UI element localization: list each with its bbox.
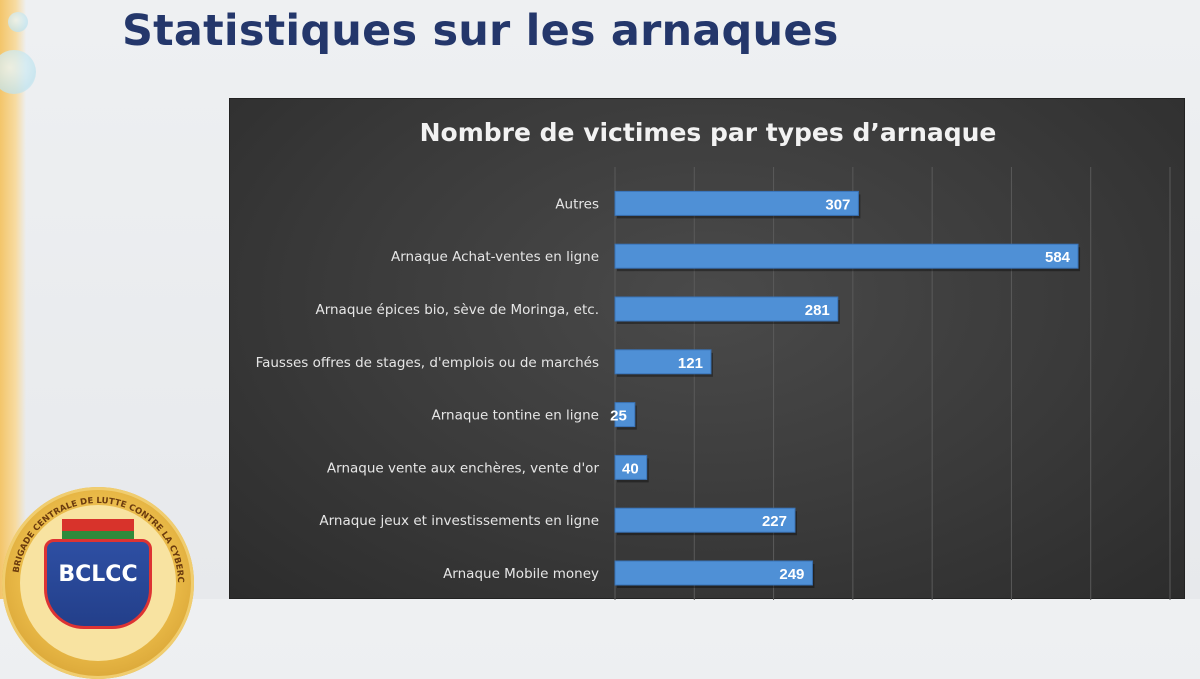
bar [614,560,813,586]
bclcc-logo: BRIGADE CENTRALE DE LUTTE CONTRE LA CYBE… [2,487,194,679]
bar [614,507,796,533]
left-decor-strip [0,0,26,599]
value-label: 25 [610,408,627,425]
value-label: 121 [678,355,703,372]
page-title: Statistiques sur les arnaques [122,6,839,56]
category-label: Arnaque épices bio, sève de Moringa, etc… [315,302,599,318]
value-label: 227 [762,513,787,530]
logo-flag-red-stripe [62,519,134,531]
logo-text: BCLCC [58,562,138,587]
bar-chart: Nombre de victimes par types d’arnaque Au… [256,118,1171,600]
bar [614,402,636,428]
bar [614,454,648,480]
chart-panel: Nombre de victimes par types d’arnaque Au… [229,98,1185,600]
value-label: 40 [622,460,639,477]
category-label: Fausses offres de stages, d'emplois ou d… [256,355,599,371]
category-label: Arnaque Achat-ventes en ligne [391,249,599,265]
decor-bubble [0,50,36,94]
bar [614,243,1079,269]
decor-bubble [8,12,28,32]
category-label: Autres [555,196,599,212]
category-label: Arnaque vente aux enchères, vente d'or [327,460,600,476]
category-label: Arnaque tontine en ligne [432,408,600,424]
chart-title: Nombre de victimes par types d’arnaque [420,118,997,147]
category-label: Arnaque Mobile money [443,566,599,582]
category-label: Arnaque jeux et investissements en ligne [319,513,599,529]
value-label: 307 [825,196,850,213]
bar [614,296,839,322]
value-label: 584 [1045,249,1071,266]
value-label: 281 [805,302,830,319]
value-label: 249 [779,566,804,583]
bar [614,349,712,375]
bar [614,190,859,216]
